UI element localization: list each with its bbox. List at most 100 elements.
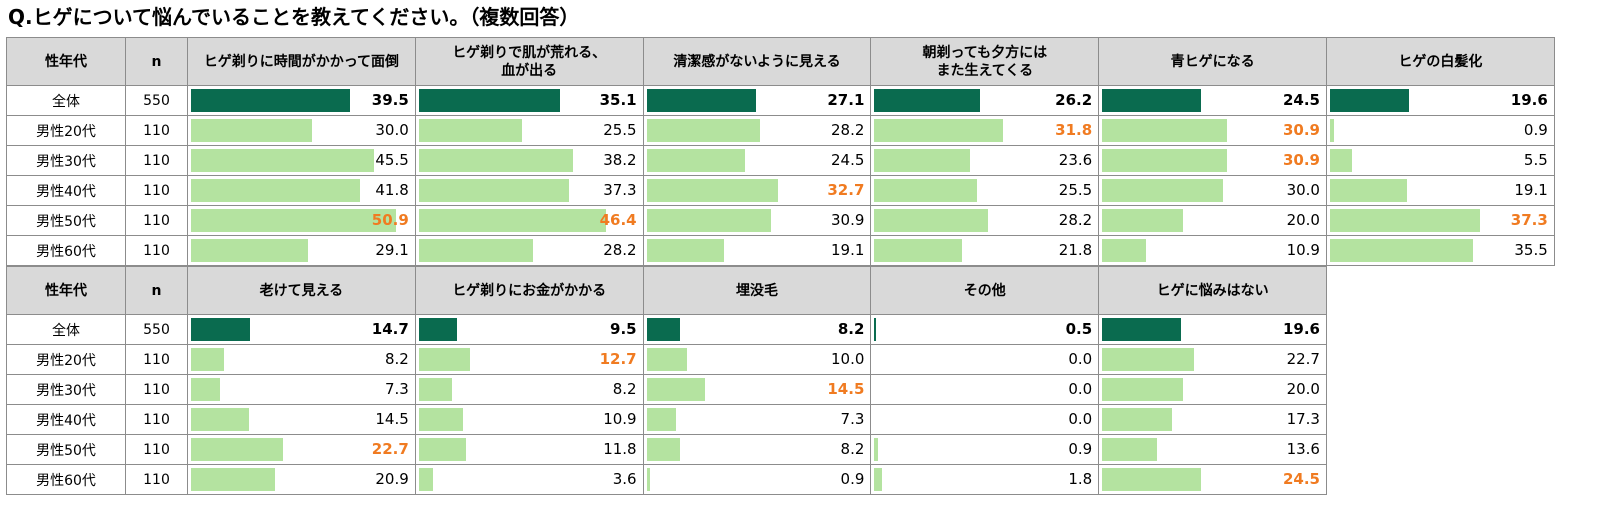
data-cell: 14.7 (187, 314, 416, 345)
value-label: 39.5 (371, 91, 409, 109)
value-label: 45.5 (375, 151, 409, 169)
column-header: 老けて見える (187, 266, 416, 315)
value-bar (1329, 239, 1474, 262)
sample-size: 110 (125, 145, 188, 176)
data-cell: 23.6 (870, 145, 1100, 176)
value-bar (1102, 348, 1194, 371)
segment-label: 男性50代 (6, 205, 126, 236)
value-label: 30.0 (375, 121, 409, 139)
value-label: 22.7 (371, 440, 409, 458)
value-bar (418, 209, 606, 232)
value-label: 7.3 (384, 380, 409, 398)
value-bar (646, 239, 724, 262)
segment-label: 全体 (6, 85, 126, 116)
value-label: 8.2 (612, 380, 637, 398)
value-label: 23.6 (1058, 151, 1093, 169)
value-bar (418, 408, 463, 431)
value-bar (1102, 89, 1201, 112)
column-header: 清潔感がないように見える (642, 37, 872, 86)
data-cell: 35.5 (1325, 235, 1555, 266)
column-header-line: 埋没毛 (735, 282, 778, 299)
data-cell: 3.6 (414, 464, 644, 495)
value-bar (418, 348, 470, 371)
data-cell: 20.0 (1098, 374, 1327, 405)
value-label: 25.5 (603, 121, 637, 139)
value-bar (191, 378, 221, 401)
data-cell: 0.0 (870, 344, 1100, 375)
segment-label: 男性60代 (6, 464, 126, 495)
sample-size: 110 (125, 434, 188, 465)
value-label: 24.5 (1282, 470, 1320, 488)
results-table-1: 性年代 n ヒゲ剃りに時間がかかって面倒 ヒゲ剃りで肌が荒れる、 血が出る 清潔感がないよ… (6, 37, 1555, 266)
value-label: 13.6 (1286, 440, 1320, 458)
value-label: 0.9 (1523, 121, 1548, 139)
segment-header: 性年代 (6, 266, 126, 315)
value-bar (418, 239, 533, 262)
value-bar (191, 209, 397, 232)
value-bar (191, 408, 250, 431)
data-cell: 19.1 (642, 235, 872, 266)
value-bar (1102, 179, 1224, 202)
data-cell: 27.1 (642, 85, 872, 116)
data-cell: 25.5 (870, 175, 1100, 206)
value-bar (1102, 239, 1147, 262)
value-bar (646, 438, 680, 461)
data-cell: 21.8 (870, 235, 1100, 266)
column-header: ヒゲ剃りで肌が荒れる、 血が出る (414, 37, 644, 86)
value-bar (646, 348, 687, 371)
column-header: ヒゲ剃りにお金がかかる (414, 266, 644, 315)
data-cell: 10.9 (414, 404, 644, 435)
table-row: 男性50代 110 50.9 46.4 30.9 28.2 20.0 37.3 (6, 205, 1555, 236)
value-bar (874, 468, 882, 491)
value-label: 9.5 (610, 320, 637, 338)
value-bar (418, 438, 467, 461)
chart-title: Q.ヒゲについて悩んでいることを教えてください。（複数回答） (8, 5, 580, 29)
value-label: 41.8 (375, 181, 409, 199)
value-label: 30.0 (1286, 181, 1320, 199)
value-bar (874, 119, 1003, 142)
value-bar (646, 149, 746, 172)
value-label: 31.8 (1055, 121, 1093, 139)
data-cell: 0.0 (870, 374, 1100, 405)
value-label: 11.8 (603, 440, 637, 458)
value-bar (191, 348, 225, 371)
value-label: 8.2 (840, 440, 865, 458)
value-label: 35.5 (1514, 241, 1548, 259)
data-cell: 28.2 (414, 235, 644, 266)
value-bar (1329, 209, 1481, 232)
value-label: 20.0 (1286, 211, 1320, 229)
value-label: 32.7 (827, 181, 865, 199)
value-label: 14.5 (827, 380, 865, 398)
data-cell: 11.8 (414, 434, 644, 465)
column-header: 青ヒゲになる (1098, 37, 1327, 86)
column-header: 朝剃っても夕方には また生えてくる (870, 37, 1100, 86)
value-label: 28.2 (603, 241, 637, 259)
value-label: 30.9 (1282, 151, 1320, 169)
value-bar (646, 378, 706, 401)
empty-cell (1326, 405, 1554, 435)
data-cell: 37.3 (1325, 205, 1555, 236)
value-label: 35.1 (599, 91, 637, 109)
data-cell: 41.8 (187, 175, 416, 206)
value-label: 24.5 (1282, 91, 1320, 109)
column-header: ヒゲに悩みはない (1098, 266, 1327, 315)
empty-cell (1326, 375, 1554, 405)
value-label: 0.0 (1068, 350, 1093, 368)
value-bar (1329, 119, 1334, 142)
value-label: 14.5 (375, 410, 409, 428)
sample-size: 110 (125, 374, 188, 405)
value-bar (191, 149, 375, 172)
value-bar (1102, 149, 1227, 172)
sample-size: 110 (125, 175, 188, 206)
value-label: 21.8 (1058, 241, 1093, 259)
data-cell: 22.7 (1098, 344, 1327, 375)
value-label: 24.5 (830, 151, 865, 169)
column-header-line: 血が出る (501, 62, 558, 79)
value-label: 0.5 (1065, 320, 1093, 338)
data-cell: 13.6 (1098, 434, 1327, 465)
data-cell: 8.2 (187, 344, 416, 375)
value-label: 25.5 (1058, 181, 1093, 199)
table-header-row: 性年代 n ヒゲ剃りに時間がかかって面倒 ヒゲ剃りで肌が荒れる、 血が出る 清潔感がないよ… (6, 37, 1555, 86)
value-label: 0.0 (1068, 380, 1093, 398)
value-bar (191, 239, 309, 262)
